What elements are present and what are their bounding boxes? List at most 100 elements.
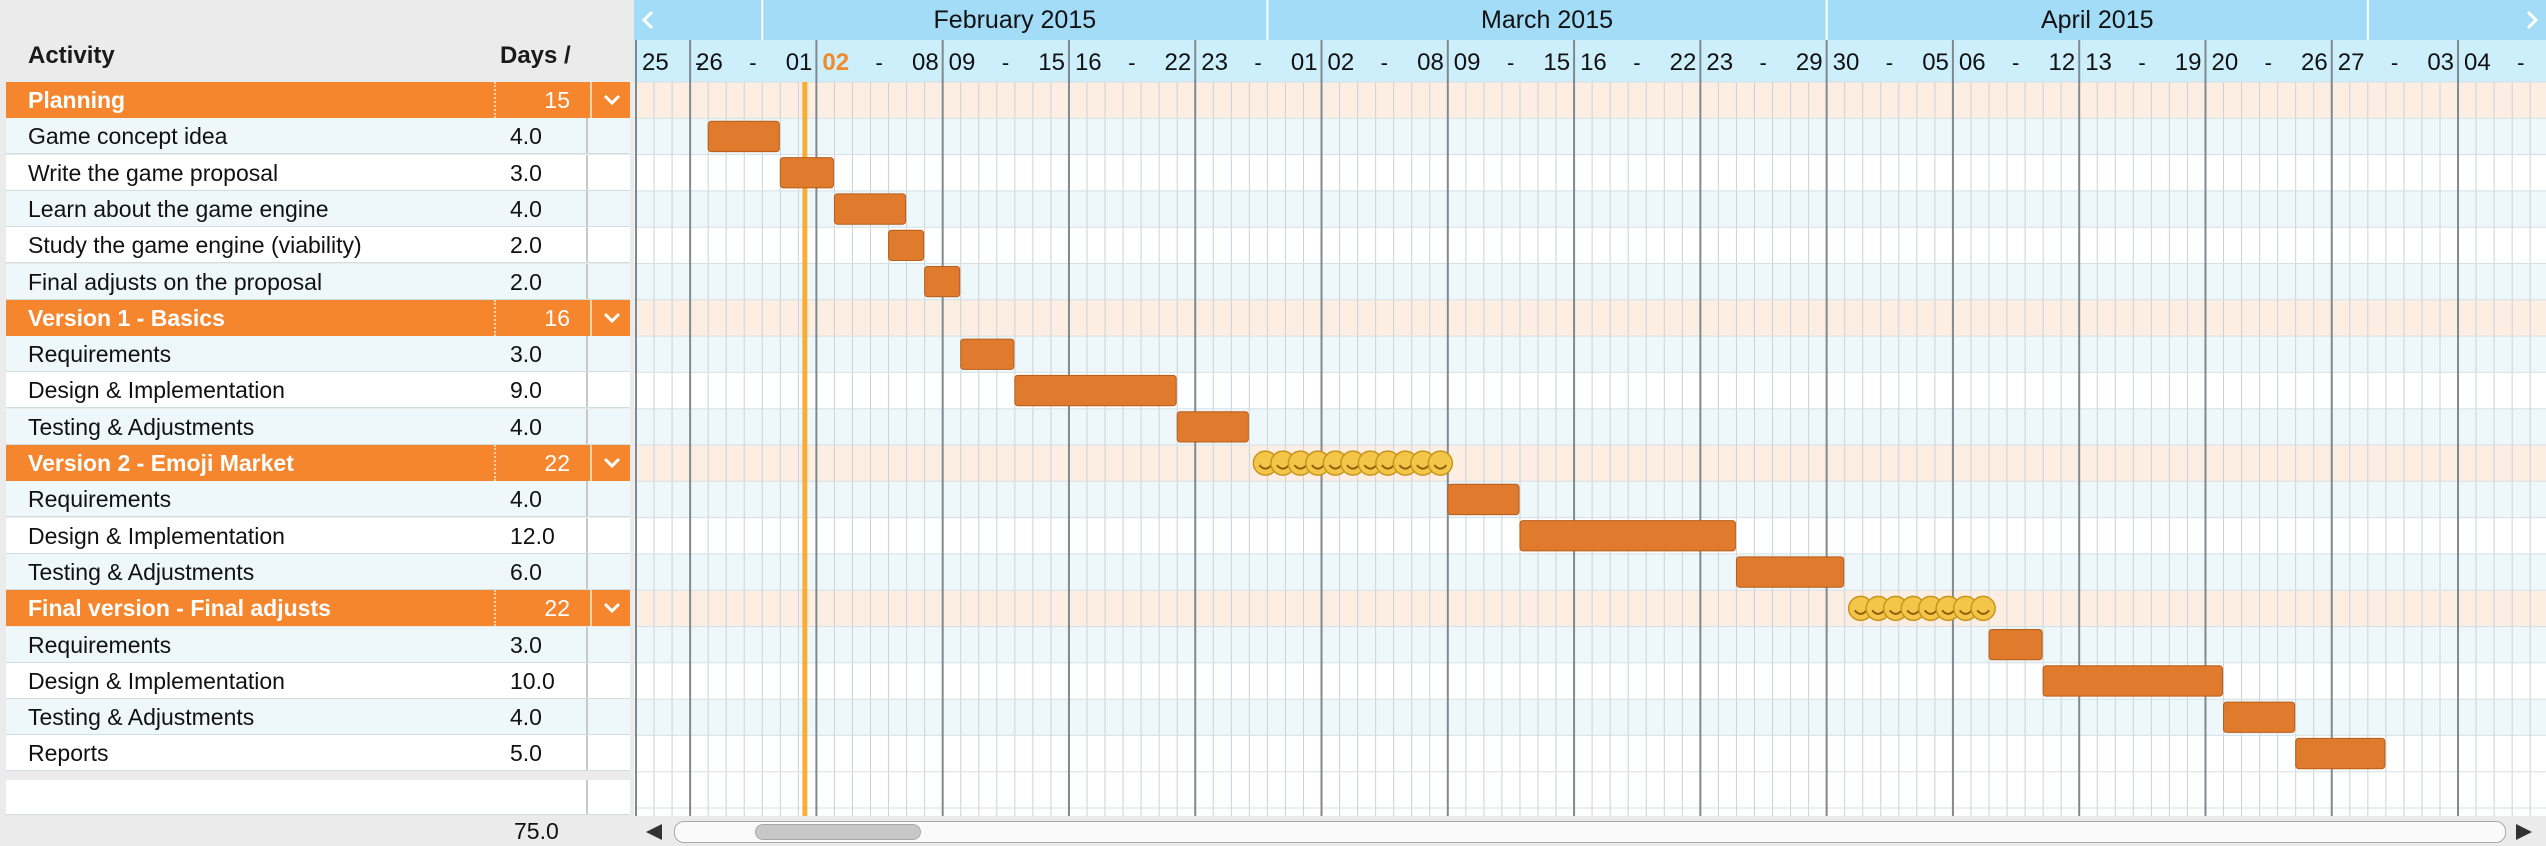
task-bar[interactable] bbox=[1735, 556, 1845, 588]
task-days: 2.0 bbox=[510, 269, 542, 295]
week-separator: - bbox=[2012, 50, 2019, 75]
task-bar[interactable] bbox=[960, 338, 1015, 370]
task-days: 3.0 bbox=[510, 632, 542, 658]
emoji-icon[interactable] bbox=[1427, 450, 1454, 476]
task-row[interactable]: Testing & Adjustments 4.0 bbox=[6, 409, 630, 445]
scroll-left-icon[interactable] bbox=[644, 822, 664, 842]
task-bar[interactable] bbox=[779, 157, 834, 189]
group-name: Planning bbox=[28, 87, 126, 113]
task-bar[interactable] bbox=[1447, 483, 1520, 516]
task-row[interactable]: Requirements 4.0 bbox=[6, 481, 630, 517]
task-bar[interactable] bbox=[833, 193, 907, 225]
group-row[interactable]: Version 1 - Basics 16 bbox=[6, 300, 630, 336]
gantt-chart[interactable]: 25-26-01 02-08 09-15 16-22 23-01 02-08 09-15 16… bbox=[634, 0, 2546, 846]
collapse-toggle[interactable] bbox=[590, 445, 630, 481]
chevron-down-icon bbox=[603, 457, 621, 469]
group-row[interactable]: Planning 15 bbox=[6, 82, 630, 118]
week-start-label: 02 bbox=[1328, 49, 1355, 76]
week-separator: - bbox=[1760, 50, 1767, 75]
days-column-header[interactable]: Days / bbox=[500, 42, 571, 69]
collapse-toggle[interactable] bbox=[590, 300, 630, 336]
task-bar[interactable] bbox=[2223, 701, 2296, 733]
emoji-icon[interactable] bbox=[1970, 595, 1996, 622]
emoji-icon[interactable] bbox=[1847, 595, 1874, 622]
collapse-toggle[interactable] bbox=[590, 82, 630, 118]
scroll-right-icon[interactable] bbox=[2514, 822, 2534, 842]
task-name: Requirements bbox=[28, 486, 172, 512]
task-bar[interactable] bbox=[2295, 737, 2386, 770]
scroll-thumb[interactable] bbox=[755, 824, 921, 840]
group-days: 22 bbox=[494, 590, 582, 626]
task-extra-cell bbox=[586, 735, 630, 770]
task-days: 12.0 bbox=[510, 523, 555, 549]
task-row[interactable]: Requirements 3.0 bbox=[6, 336, 630, 372]
task-days: 4.0 bbox=[510, 704, 542, 730]
week-end-label: 26 bbox=[2301, 49, 2328, 76]
emoji-icon[interactable] bbox=[1305, 450, 1331, 476]
task-bar[interactable] bbox=[1988, 629, 2043, 661]
task-days: 6.0 bbox=[510, 559, 542, 585]
week-separator: - bbox=[749, 50, 756, 75]
task-row[interactable]: Reports 5.0 bbox=[6, 735, 630, 771]
task-name: Reports bbox=[28, 740, 109, 766]
task-row[interactable]: Design & Implementation 10.0 bbox=[6, 663, 630, 699]
week-start-label: 26 bbox=[696, 49, 723, 76]
week-end-label: 29 bbox=[1796, 49, 1823, 76]
emoji-icon[interactable] bbox=[1952, 595, 1979, 622]
scroll-track[interactable] bbox=[674, 821, 2506, 843]
task-bar[interactable] bbox=[707, 120, 780, 153]
task-lane bbox=[634, 408, 2546, 445]
emoji-icon[interactable] bbox=[1287, 450, 1314, 476]
week-end-label: 05 bbox=[1922, 49, 1949, 76]
chevron-down-icon bbox=[603, 312, 621, 324]
task-bar[interactable] bbox=[1176, 411, 1249, 443]
week-start-label: 06 bbox=[1959, 49, 1986, 76]
group-days: 16 bbox=[494, 300, 582, 336]
month-label: April 2015 bbox=[2041, 6, 2154, 34]
collapse-toggle[interactable] bbox=[590, 590, 630, 626]
task-name: Testing & Adjustments bbox=[28, 559, 255, 585]
task-bar[interactable] bbox=[924, 266, 961, 298]
task-row[interactable]: Testing & Adjustments 4.0 bbox=[6, 699, 630, 735]
group-days: 22 bbox=[494, 445, 582, 481]
prev-period-icon[interactable] bbox=[641, 10, 654, 30]
week-end-label: 01 bbox=[1291, 49, 1318, 76]
week-end-label: 12 bbox=[2048, 49, 2075, 76]
week-start-label: 27 bbox=[2338, 49, 2365, 76]
task-lane bbox=[634, 190, 2546, 228]
task-row[interactable]: Testing & Adjustments 6.0 bbox=[6, 554, 630, 590]
next-period-icon[interactable] bbox=[2526, 10, 2539, 30]
group-row[interactable]: Version 2 - Emoji Market 22 bbox=[6, 445, 630, 481]
task-row[interactable]: Study the game engine (viability) 2.0 bbox=[6, 227, 630, 263]
week-separator: - bbox=[1254, 50, 1261, 75]
activity-column-header[interactable]: Activity bbox=[28, 42, 115, 69]
week-end-label: 08 bbox=[912, 49, 939, 76]
task-extra-cell bbox=[586, 118, 630, 153]
task-row[interactable]: Requirements 3.0 bbox=[6, 627, 630, 663]
week-separator: - bbox=[1633, 50, 1640, 75]
task-bar[interactable] bbox=[1014, 374, 1177, 407]
week-separator: - bbox=[2138, 50, 2145, 75]
week-end-label: 22 bbox=[1165, 49, 1192, 76]
gantt-grid[interactable]: 25 -26-01 02-08 09-15 16-22 23-01 02-08 09-15 16… bbox=[634, 0, 2546, 816]
task-row[interactable]: Write the game proposal 3.0 bbox=[6, 155, 630, 191]
day-header-bg bbox=[634, 40, 2546, 82]
group-row[interactable]: Final version - Final adjusts 22 bbox=[6, 590, 630, 626]
horizontal-scrollbar[interactable] bbox=[634, 816, 2546, 846]
week-end-label: 15 bbox=[1038, 49, 1065, 76]
empty-row[interactable] bbox=[6, 780, 630, 815]
task-bar[interactable] bbox=[2042, 665, 2224, 697]
task-row[interactable]: Game concept idea 4.0 bbox=[6, 118, 630, 154]
task-name: Study the game engine (viability) bbox=[28, 232, 362, 258]
week-separator: - bbox=[2265, 50, 2272, 75]
task-row[interactable]: Design & Implementation 12.0 bbox=[6, 518, 630, 554]
task-row[interactable]: Design & Implementation 9.0 bbox=[6, 372, 630, 408]
week-separator: - bbox=[1886, 50, 1893, 75]
task-days: 3.0 bbox=[510, 341, 542, 367]
task-bar[interactable] bbox=[1519, 520, 1736, 552]
group-name: Final version - Final adjusts bbox=[28, 595, 331, 621]
task-row[interactable]: Final adjusts on the proposal 2.0 bbox=[6, 264, 630, 300]
task-bar[interactable] bbox=[888, 229, 925, 261]
task-days: 4.0 bbox=[510, 414, 542, 440]
task-row[interactable]: Learn about the game engine 4.0 bbox=[6, 191, 630, 227]
